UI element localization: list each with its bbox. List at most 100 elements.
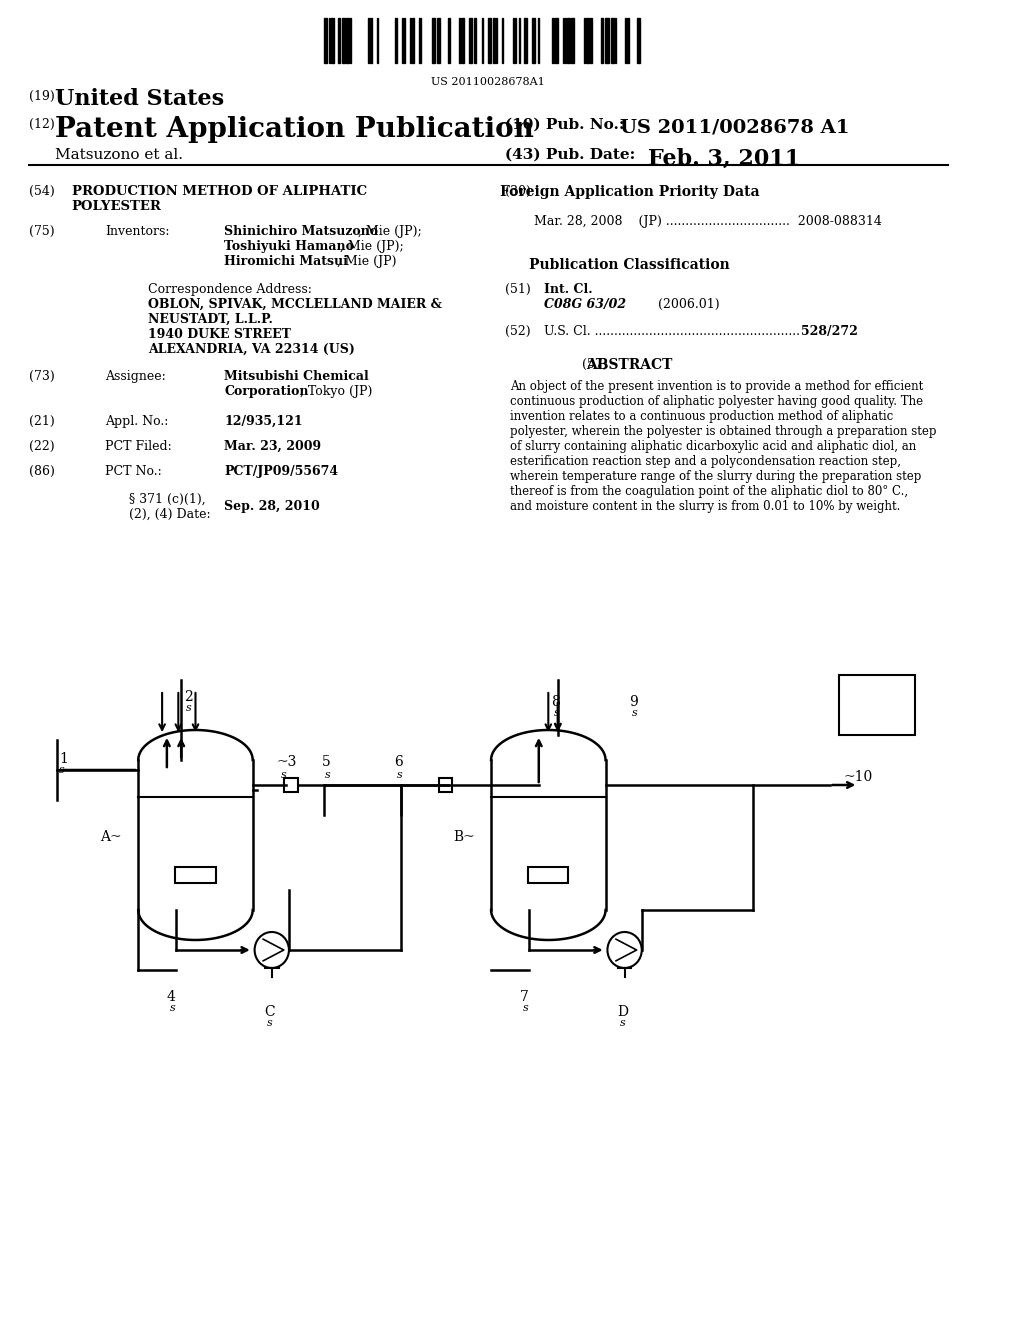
Bar xyxy=(395,18,396,63)
Bar xyxy=(532,18,535,63)
Text: Shinichiro Matsuzono: Shinichiro Matsuzono xyxy=(224,224,378,238)
Bar xyxy=(571,18,574,63)
Bar xyxy=(606,18,609,63)
Bar xyxy=(611,18,614,63)
Bar xyxy=(567,18,570,63)
Text: Appl. No.:: Appl. No.: xyxy=(104,414,168,428)
Text: Corporation: Corporation xyxy=(224,385,308,399)
Text: Assignee:: Assignee: xyxy=(104,370,166,383)
Text: C: C xyxy=(264,1005,274,1019)
Text: s: s xyxy=(170,1003,175,1012)
Text: (19): (19) xyxy=(29,90,54,103)
Text: C08G 63/02: C08G 63/02 xyxy=(544,298,626,312)
Text: ~10: ~10 xyxy=(844,770,873,784)
Bar xyxy=(437,18,439,63)
Bar xyxy=(488,18,492,63)
Bar xyxy=(637,18,640,63)
Text: Foreign Application Priority Data: Foreign Application Priority Data xyxy=(500,185,759,199)
Bar xyxy=(590,18,592,63)
Text: (52): (52) xyxy=(506,325,531,338)
Text: OBLON, SPIVAK, MCCLELLAND MAIER &: OBLON, SPIVAK, MCCLELLAND MAIER & xyxy=(147,298,441,312)
Text: Matsuzono et al.: Matsuzono et al. xyxy=(55,148,183,162)
Text: (12): (12) xyxy=(29,117,54,131)
Text: An object of the present invention is to provide a method for efficient
continuo: An object of the present invention is to… xyxy=(510,380,937,513)
Bar xyxy=(432,18,435,63)
Text: , Mie (JP);: , Mie (JP); xyxy=(340,240,404,253)
Bar xyxy=(587,18,590,63)
Text: (2), (4) Date:: (2), (4) Date: xyxy=(129,508,210,521)
Text: , Mie (JP);: , Mie (JP); xyxy=(357,224,421,238)
Text: Int. Cl.: Int. Cl. xyxy=(544,282,592,296)
Bar xyxy=(175,866,215,883)
Bar xyxy=(346,18,349,63)
Text: 1: 1 xyxy=(59,752,68,766)
Bar xyxy=(419,18,421,63)
Bar xyxy=(331,18,334,63)
Text: s: s xyxy=(554,708,560,718)
Text: 1940 DUKE STREET: 1940 DUKE STREET xyxy=(147,327,291,341)
Bar xyxy=(839,675,915,735)
Text: 5: 5 xyxy=(323,755,331,770)
Text: 9: 9 xyxy=(630,696,638,709)
Text: s: s xyxy=(620,1018,626,1028)
Text: Correspondence Address:: Correspondence Address: xyxy=(147,282,311,296)
Text: (86): (86) xyxy=(29,465,54,478)
Text: PCT No.:: PCT No.: xyxy=(104,465,162,478)
Text: NEUSTADT, L.L.P.: NEUSTADT, L.L.P. xyxy=(147,313,272,326)
Bar xyxy=(459,18,461,63)
Text: PCT/JP09/55674: PCT/JP09/55674 xyxy=(224,465,338,478)
Text: Patent Application Publication: Patent Application Publication xyxy=(55,116,535,143)
Text: (73): (73) xyxy=(29,370,54,383)
Text: U.S. Cl. .....................................................: U.S. Cl. ...............................… xyxy=(544,325,800,338)
Text: (51): (51) xyxy=(506,282,531,296)
Text: Feb. 3, 2011: Feb. 3, 2011 xyxy=(648,148,801,170)
Bar xyxy=(463,18,465,63)
Text: s: s xyxy=(326,770,331,780)
Text: s: s xyxy=(282,770,287,780)
Bar xyxy=(601,18,603,63)
Bar xyxy=(469,18,472,63)
Text: Toshiyuki Hamano: Toshiyuki Hamano xyxy=(224,240,354,253)
Text: 2: 2 xyxy=(184,690,193,704)
Bar xyxy=(481,18,483,63)
Text: Inventors:: Inventors: xyxy=(104,224,169,238)
Text: United States: United States xyxy=(55,88,224,110)
Text: A~: A~ xyxy=(100,830,122,843)
Text: , Mie (JP): , Mie (JP) xyxy=(337,255,396,268)
Text: s: s xyxy=(59,766,65,775)
Text: PRODUCTION METHOD OF ALIPHATIC: PRODUCTION METHOD OF ALIPHATIC xyxy=(72,185,367,198)
Text: s: s xyxy=(186,704,191,713)
Text: (57): (57) xyxy=(582,358,607,371)
Text: 7: 7 xyxy=(520,990,528,1005)
Text: ~3: ~3 xyxy=(276,755,297,770)
Text: ALEXANDRIA, VA 22314 (US): ALEXANDRIA, VA 22314 (US) xyxy=(147,343,354,356)
Bar xyxy=(412,18,414,63)
Text: s: s xyxy=(267,1018,272,1028)
Text: US 2011/0028678 A1: US 2011/0028678 A1 xyxy=(620,117,849,136)
Text: § 371 (c)(1),: § 371 (c)(1), xyxy=(129,492,206,506)
Text: Mar. 28, 2008    (JP) ................................  2008-088314: Mar. 28, 2008 (JP) .....................… xyxy=(534,215,882,228)
Text: Publication Classification: Publication Classification xyxy=(529,257,730,272)
Bar xyxy=(285,777,298,792)
Text: 528/272: 528/272 xyxy=(801,325,858,338)
Bar xyxy=(555,18,558,63)
Text: (21): (21) xyxy=(29,414,54,428)
Text: (75): (75) xyxy=(29,224,54,238)
Bar xyxy=(338,18,340,63)
Bar xyxy=(564,18,566,63)
Text: (54): (54) xyxy=(29,185,54,198)
Text: (10) Pub. No.:: (10) Pub. No.: xyxy=(506,117,625,132)
Bar xyxy=(370,18,372,63)
Text: (30): (30) xyxy=(506,185,531,198)
Bar xyxy=(528,866,568,883)
Text: s: s xyxy=(632,708,638,718)
Bar xyxy=(524,18,527,63)
Text: ABSTRACT: ABSTRACT xyxy=(586,358,673,372)
Bar xyxy=(474,18,476,63)
Bar xyxy=(552,18,554,63)
Text: 4: 4 xyxy=(167,990,176,1005)
Bar xyxy=(342,18,345,63)
Text: D: D xyxy=(617,1005,628,1019)
Text: 6: 6 xyxy=(394,755,402,770)
Text: (43) Pub. Date:: (43) Pub. Date: xyxy=(506,148,636,162)
